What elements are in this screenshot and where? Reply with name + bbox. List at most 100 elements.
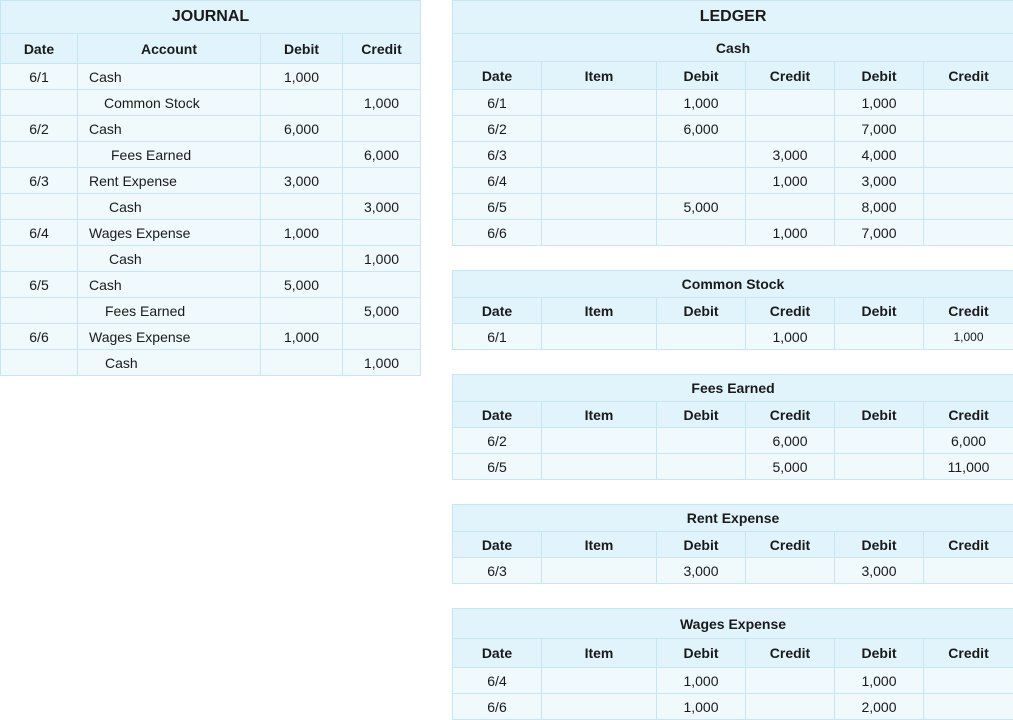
journal-credit: 1,000 <box>343 350 421 376</box>
journal-row: 6/1 Cash 1,000 <box>1 64 421 90</box>
ledger-item <box>542 220 657 246</box>
ledger-rent-expense-table: Rent Expense Date Item Debit Credit Debi… <box>452 504 1013 584</box>
ledger-date: 6/1 <box>453 324 542 350</box>
ledger-item <box>542 142 657 168</box>
ledger-date: 6/5 <box>453 194 542 220</box>
ledger-header-credit: Credit <box>746 298 835 324</box>
ledger-debit: 1,000 <box>657 694 746 720</box>
ledger-row: 6/2 6,000 6,000 <box>453 428 1013 454</box>
ledger-balance-debit: 7,000 <box>835 116 924 142</box>
ledger-date: 6/3 <box>453 142 542 168</box>
ledger-header-date: Date <box>453 62 542 90</box>
ledger-balance-debit: 4,000 <box>835 142 924 168</box>
ledger-header-credit: Credit <box>746 402 835 428</box>
ledger-debit: 1,000 <box>657 90 746 116</box>
journal-header-credit: Credit <box>343 34 421 64</box>
journal-date <box>1 246 78 272</box>
ledger-balance-credit: 11,000 <box>924 454 1013 480</box>
ledger-date: 6/6 <box>453 694 542 720</box>
ledger-header-item: Item <box>542 298 657 324</box>
ledger-header-debit: Debit <box>657 532 746 558</box>
ledger-debit: 1,000 <box>657 668 746 694</box>
ledger-debit: 3,000 <box>657 558 746 584</box>
journal-header-account: Account <box>78 34 261 64</box>
journal-row: Cash 1,000 <box>1 350 421 376</box>
journal-row: Common Stock 1,000 <box>1 90 421 116</box>
ledger-credit: 5,000 <box>746 454 835 480</box>
journal-row: 6/6 Wages Expense 1,000 <box>1 324 421 350</box>
journal-debit <box>261 298 343 324</box>
ledger-date: 6/3 <box>453 558 542 584</box>
journal-date: 6/2 <box>1 116 78 142</box>
ledger-row: 6/4 1,000 1,000 <box>453 668 1013 694</box>
ledger-header-debit: Debit <box>657 402 746 428</box>
journal-title: JOURNAL <box>1 1 421 34</box>
ledger-balance-credit <box>924 668 1013 694</box>
ledger-row: 6/2 6,000 7,000 <box>453 116 1013 142</box>
ledger-header-debit: Debit <box>657 298 746 324</box>
ledger-balance-debit <box>835 428 924 454</box>
ledger-row: 6/4 1,000 3,000 <box>453 168 1013 194</box>
ledger-wages-expense-table: Wages Expense Date Item Debit Credit Deb… <box>452 608 1013 720</box>
ledger-balance-debit: 1,000 <box>835 90 924 116</box>
ledger-item <box>542 428 657 454</box>
ledger-header-balance-credit: Credit <box>924 639 1013 668</box>
ledger-header-date: Date <box>453 298 542 324</box>
ledger-header-date: Date <box>453 639 542 668</box>
ledger-debit <box>657 324 746 350</box>
ledger-title: LEDGER <box>453 1 1013 34</box>
ledger-date: 6/2 <box>453 116 542 142</box>
ledger-balance-debit <box>835 454 924 480</box>
journal-account: Cash <box>78 272 261 298</box>
ledger-balance-credit <box>924 90 1013 116</box>
ledger-credit: 6,000 <box>746 428 835 454</box>
ledger-debit <box>657 428 746 454</box>
ledger-credit: 1,000 <box>746 220 835 246</box>
ledger-debit <box>657 168 746 194</box>
journal-account: Wages Expense <box>78 324 261 350</box>
ledger-balance-debit: 2,000 <box>835 694 924 720</box>
ledger-row: 6/5 5,000 8,000 <box>453 194 1013 220</box>
journal-row: 6/4 Wages Expense 1,000 <box>1 220 421 246</box>
ledger-row: 6/5 5,000 11,000 <box>453 454 1013 480</box>
ledger-debit: 6,000 <box>657 116 746 142</box>
journal-account: Common Stock <box>78 90 261 116</box>
ledger-balance-credit <box>924 116 1013 142</box>
ledger-row: 6/1 1,000 1,000 <box>453 324 1013 350</box>
journal-debit <box>261 142 343 168</box>
ledger-row: 6/1 1,000 1,000 <box>453 90 1013 116</box>
ledger-debit <box>657 454 746 480</box>
journal-credit <box>343 272 421 298</box>
ledger-header-item: Item <box>542 639 657 668</box>
ledger-header-balance-debit: Debit <box>835 62 924 90</box>
ledger-balance-credit <box>924 194 1013 220</box>
journal-debit: 1,000 <box>261 220 343 246</box>
ledger-row: 6/6 1,000 2,000 <box>453 694 1013 720</box>
ledger-date: 6/1 <box>453 90 542 116</box>
journal-row: Cash 1,000 <box>1 246 421 272</box>
ledger-credit: 1,000 <box>746 324 835 350</box>
ledger-row: 6/3 3,000 3,000 <box>453 558 1013 584</box>
journal-debit: 3,000 <box>261 168 343 194</box>
ledger-date: 6/6 <box>453 220 542 246</box>
ledger-balance-credit <box>924 220 1013 246</box>
journal-credit: 3,000 <box>343 194 421 220</box>
ledger-common-stock-table: Common Stock Date Item Debit Credit Debi… <box>452 270 1013 350</box>
journal-date: 6/1 <box>1 64 78 90</box>
ledger-credit <box>746 668 835 694</box>
journal-credit <box>343 116 421 142</box>
ledger-balance-debit: 1,000 <box>835 668 924 694</box>
ledger-fees-earned-table: Fees Earned Date Item Debit Credit Debit… <box>452 374 1013 480</box>
ledger-balance-credit <box>924 142 1013 168</box>
journal-account: Fees Earned <box>78 298 261 324</box>
journal-debit <box>261 350 343 376</box>
journal-debit: 1,000 <box>261 324 343 350</box>
journal-credit <box>343 220 421 246</box>
ledger-item <box>542 194 657 220</box>
ledger-header-debit: Debit <box>657 62 746 90</box>
ledger-item <box>542 694 657 720</box>
ledger-header-debit: Debit <box>657 639 746 668</box>
ledger-item <box>542 668 657 694</box>
journal-debit: 1,000 <box>261 64 343 90</box>
journal-debit: 5,000 <box>261 272 343 298</box>
